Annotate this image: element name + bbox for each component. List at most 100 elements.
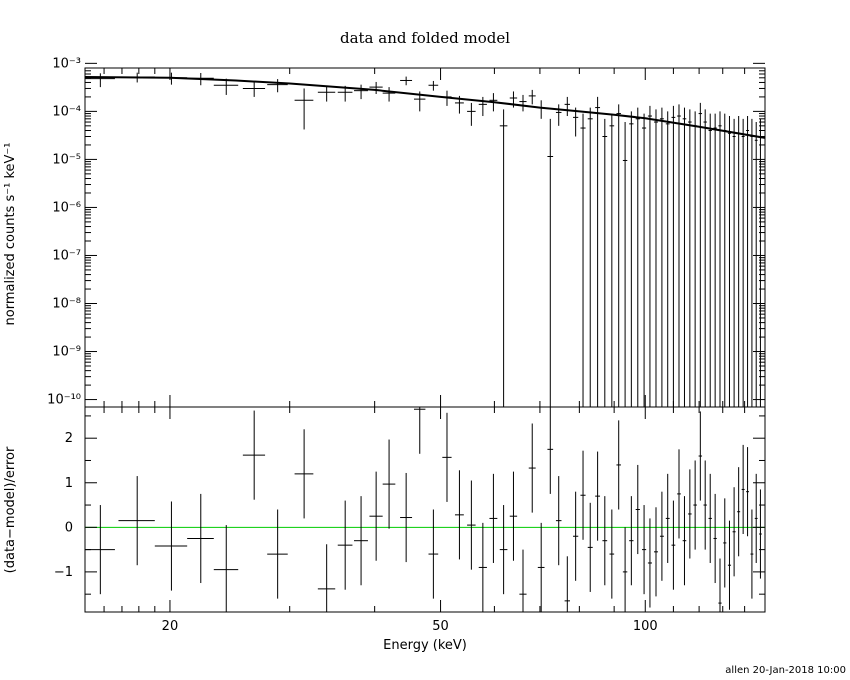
top-y-axis-label: normalized counts s⁻¹ keV⁻¹ xyxy=(3,143,18,326)
residual-point xyxy=(682,496,687,586)
residual-point xyxy=(382,439,396,529)
top-x-ticks xyxy=(84,68,766,407)
residual-point xyxy=(267,509,288,599)
residual-point xyxy=(213,525,239,612)
data-point xyxy=(85,73,115,88)
data-point xyxy=(528,89,536,105)
top-panel: 10⁻¹⁰ 10⁻⁹ 10⁻⁸ 10⁻⁷ 10⁻⁶ 10⁻⁵ 10⁻⁴ 10⁻³ normal… xyxy=(3,56,766,408)
residual-point xyxy=(732,487,736,577)
residual-point xyxy=(609,509,615,599)
data-point xyxy=(741,118,745,407)
data-point xyxy=(635,107,640,407)
data-point xyxy=(317,85,336,102)
data-point xyxy=(489,93,498,112)
bottom-plot-frame xyxy=(84,406,766,613)
residual-point xyxy=(727,520,732,610)
residual-point xyxy=(622,527,628,612)
data-point xyxy=(454,95,464,114)
data-point xyxy=(154,72,188,85)
data-point xyxy=(647,105,652,407)
residual-point xyxy=(708,473,712,563)
data-point xyxy=(671,105,676,407)
residual-point xyxy=(242,410,266,500)
residual-point xyxy=(635,464,640,555)
residual-point xyxy=(587,502,593,592)
residual-point xyxy=(400,472,413,563)
x-axis-label: Energy (keV) xyxy=(383,638,467,653)
data-point xyxy=(467,102,476,126)
residual-point xyxy=(693,460,697,550)
data-point xyxy=(732,118,736,407)
data-point xyxy=(242,82,266,97)
bottom-y-axis-label: (data−model)/error xyxy=(3,446,18,573)
data-point xyxy=(616,104,621,407)
y-tick-label: −1 xyxy=(54,565,73,580)
residual-point xyxy=(354,496,368,586)
data-point xyxy=(595,96,601,407)
data-point xyxy=(587,107,593,407)
data-point xyxy=(555,104,562,126)
residual-point xyxy=(509,471,518,561)
data-point xyxy=(693,111,697,407)
footer-stamp: allen 20-Jan-2018 10:00 xyxy=(725,665,846,676)
residual-point xyxy=(647,518,652,608)
data-point xyxy=(609,113,615,407)
top-model-layer xyxy=(84,76,766,139)
data-point xyxy=(754,122,758,407)
residual-point xyxy=(641,505,647,595)
x-tick-label: 100 xyxy=(633,619,658,634)
y-tick-label: 10⁻⁴ xyxy=(52,104,81,119)
residual-point xyxy=(454,470,464,560)
y-tick-label: 1 xyxy=(65,476,73,491)
residual-point xyxy=(537,522,545,612)
residual-point xyxy=(573,491,579,581)
data-point xyxy=(677,104,681,407)
data-point xyxy=(703,109,707,407)
residual-point xyxy=(499,505,508,595)
data-point xyxy=(737,116,741,407)
residual-point xyxy=(746,447,750,537)
residual-point xyxy=(698,411,703,501)
residual-point xyxy=(187,493,214,584)
residual-point xyxy=(564,556,570,612)
residual-point xyxy=(154,501,188,591)
residual-point xyxy=(759,489,762,579)
residual-point xyxy=(616,420,621,510)
data-point xyxy=(294,88,314,130)
data-point xyxy=(727,116,732,407)
residual-point xyxy=(414,407,426,454)
residual-point xyxy=(467,480,476,570)
bottom-x-ticks: 20 50 100 xyxy=(84,407,766,634)
residual-point xyxy=(629,496,634,586)
data-point xyxy=(509,91,518,108)
data-point xyxy=(118,72,155,83)
residual-point xyxy=(118,476,155,566)
data-point xyxy=(573,107,579,137)
y-tick-label: 10⁻⁷ xyxy=(52,248,81,263)
residual-point xyxy=(528,423,536,513)
data-point xyxy=(414,91,426,112)
data-point xyxy=(750,118,754,407)
residual-point xyxy=(602,496,608,586)
data-point xyxy=(641,113,647,407)
bottom-panel: −1 0 1 2 20 50 100 (data−model)/error Energy … xyxy=(3,406,766,653)
residual-point xyxy=(85,505,115,595)
data-point xyxy=(759,118,762,407)
y-tick-label: 10⁻⁵ xyxy=(52,152,81,167)
data-point xyxy=(213,78,239,95)
data-point xyxy=(187,72,214,86)
data-point xyxy=(653,109,658,407)
data-point xyxy=(602,118,608,407)
residual-point xyxy=(595,451,601,541)
y-tick-label: 2 xyxy=(65,431,73,446)
data-point xyxy=(382,87,396,102)
residual-point xyxy=(737,467,741,557)
residual-point xyxy=(659,491,664,581)
data-point xyxy=(622,122,628,407)
data-point xyxy=(547,118,554,407)
data-point xyxy=(337,85,353,102)
residual-point xyxy=(489,473,498,563)
data-point xyxy=(665,111,670,407)
data-point xyxy=(564,96,570,117)
